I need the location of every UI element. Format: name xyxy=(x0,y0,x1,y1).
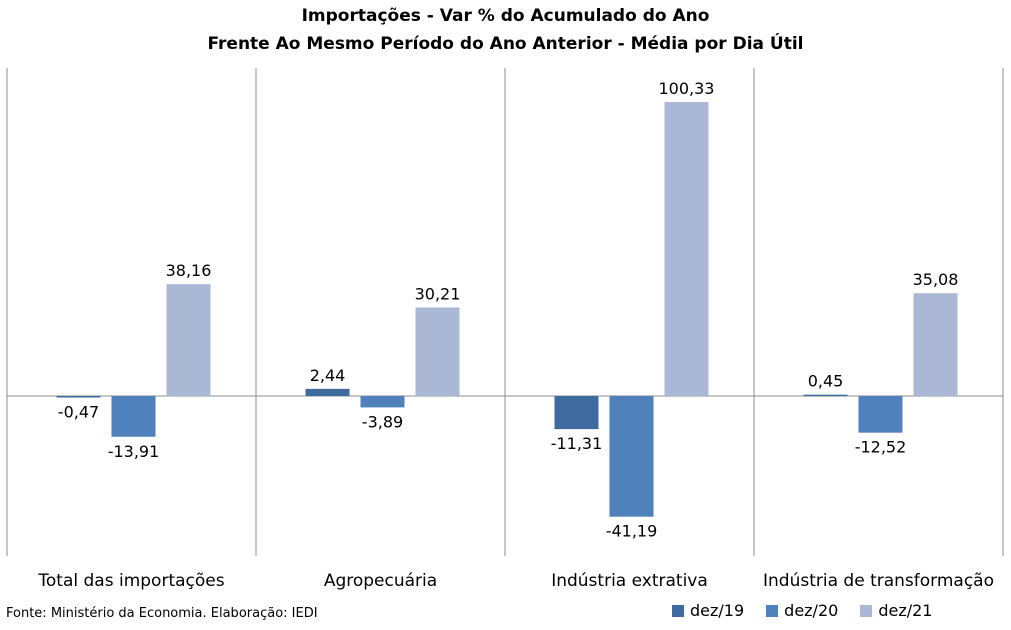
bar-dez-19 xyxy=(56,396,101,398)
legend-label: dez/21 xyxy=(878,601,933,620)
bar-dez-20 xyxy=(360,396,405,408)
legend-label: dez/19 xyxy=(690,601,745,620)
bar-dez-21 xyxy=(913,293,958,396)
bar-dez-20 xyxy=(111,396,156,437)
bar-dez-21 xyxy=(166,284,211,396)
bar-dez-20 xyxy=(858,396,903,433)
category-label: Total das importações xyxy=(37,571,224,591)
data-label: 38,16 xyxy=(166,261,212,280)
legend-item: dez/19 xyxy=(672,601,744,620)
data-label: 35,08 xyxy=(913,270,959,289)
legend-item: dez/20 xyxy=(766,601,838,620)
legend-item: dez/21 xyxy=(860,601,932,620)
legend-swatch xyxy=(766,604,779,617)
data-label: -11,31 xyxy=(551,434,603,453)
data-label: 2,44 xyxy=(310,366,346,385)
category-label: Indústria de transformação xyxy=(763,571,994,591)
chart-subtitle: Frente Ao Mesmo Período do Ano Anterior … xyxy=(207,34,804,54)
data-label: 30,21 xyxy=(415,284,461,303)
data-label: 100,33 xyxy=(659,79,715,98)
category-label: Indústria extrativa xyxy=(551,571,708,591)
legend-swatch xyxy=(672,604,684,617)
legend: dez/19 dez/20 dez/21 xyxy=(672,601,954,620)
data-label: -13,91 xyxy=(108,442,160,461)
chart-title: Importações - Var % do Acumulado do Ano xyxy=(301,6,710,26)
bar-dez-19 xyxy=(305,388,350,396)
bar-dez-21 xyxy=(415,307,460,396)
data-label: -0,47 xyxy=(58,402,99,421)
legend-swatch xyxy=(860,604,873,617)
category-label: Agropecuária xyxy=(324,571,437,591)
bar-dez-19 xyxy=(803,394,848,397)
data-label: -12,52 xyxy=(855,438,907,457)
source-note: Fonte: Ministério da Economia. Elaboraçã… xyxy=(6,606,318,621)
data-label: -41,19 xyxy=(606,522,658,541)
legend-label: dez/20 xyxy=(784,601,839,620)
data-label: -3,89 xyxy=(362,412,403,431)
bar-dez-21 xyxy=(664,102,709,396)
bar-dez-19 xyxy=(554,396,599,430)
bar-dez-20 xyxy=(609,396,654,517)
data-label: 0,45 xyxy=(808,372,844,391)
